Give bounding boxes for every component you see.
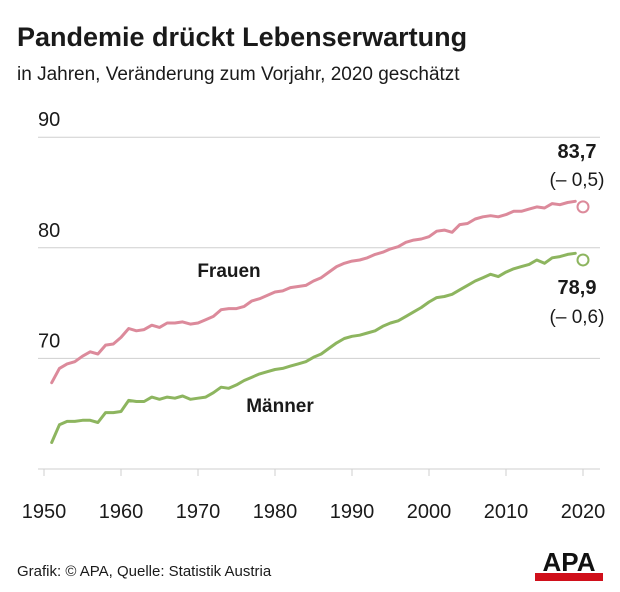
x-tick-label: 2000 bbox=[407, 501, 452, 523]
series-line-maenner bbox=[50, 251, 577, 444]
x-tick-label: 1960 bbox=[99, 501, 144, 523]
end-change-label: (– 0,5) bbox=[550, 170, 605, 191]
x-tick-label: 2010 bbox=[484, 501, 529, 523]
series-labels: Frauen Männer bbox=[197, 261, 314, 417]
apa-logo-text: APA bbox=[543, 548, 596, 577]
chart-title: Pandemie drückt Lebenserwartung bbox=[17, 22, 468, 52]
y-tick-label: 90 bbox=[38, 109, 60, 131]
source-note: Grafik: © APA, Quelle: Statistik Austria bbox=[17, 563, 272, 580]
end-annotations: 83,7 (– 0,5) 78,9 (– 0,6) bbox=[550, 141, 605, 328]
end-value-label: 78,9 bbox=[558, 277, 597, 299]
end-marker-frauen bbox=[576, 200, 590, 214]
series-label-maenner: Männer bbox=[246, 396, 314, 417]
gridlines bbox=[38, 136, 600, 470]
series-lines bbox=[50, 199, 577, 444]
y-tick-label: 70 bbox=[38, 330, 60, 352]
apa-logo-bar bbox=[535, 573, 603, 581]
x-tick-label: 1980 bbox=[253, 501, 298, 523]
end-change-label: (– 0,6) bbox=[550, 307, 605, 328]
x-tick-label: 1950 bbox=[22, 501, 67, 523]
series-line-frauen bbox=[50, 199, 577, 385]
x-tick-label: 1990 bbox=[330, 501, 375, 523]
x-tick-label: 1970 bbox=[176, 501, 221, 523]
x-tick-label: 2020 bbox=[561, 501, 606, 523]
x-axis-ticks: 1950 1960 1970 1980 1990 2000 2010 2020 bbox=[22, 469, 606, 523]
end-value-label: 83,7 bbox=[558, 141, 597, 163]
chart-subtitle: in Jahren, Veränderung zum Vorjahr, 2020… bbox=[17, 64, 460, 85]
y-axis-ticks: 90 80 70 bbox=[38, 109, 60, 352]
apa-logo: APA bbox=[535, 548, 603, 581]
series-label-frauen: Frauen bbox=[197, 261, 260, 282]
y-tick-label: 80 bbox=[38, 220, 60, 242]
end-marker-maenner bbox=[576, 253, 590, 267]
